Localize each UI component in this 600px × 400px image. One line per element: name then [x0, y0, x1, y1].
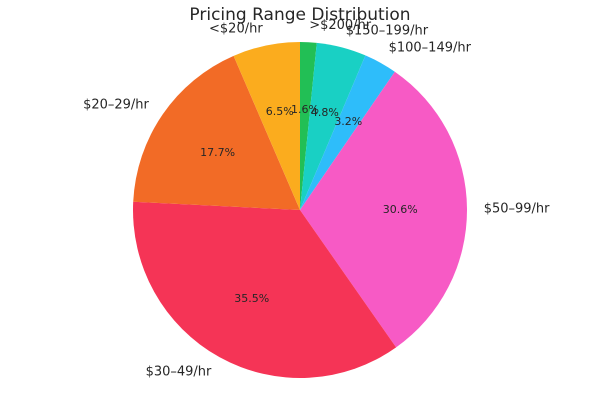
pct-label-over-200-hr: 1.6% [291, 103, 319, 116]
pct-label-50-99-hr: 30.6% [383, 203, 418, 216]
slice-label-under-20-hr: <$20/hr [209, 22, 263, 37]
slice-label-100-149-hr: $100–149/hr [389, 41, 472, 56]
pie-slice-over-200-hr [300, 41, 317, 210]
slice-label-50-99-hr: $50–99/hr [484, 202, 550, 217]
pie-slice-30-49-hr [133, 201, 397, 378]
pct-label-150-199-hr: 4.8% [311, 106, 339, 119]
labels-layer: 1.6% >$200/hr 4.8% $150–199/hr 3.2% $100–149/… [83, 18, 550, 379]
slice-label-30-49-hr: $30–49/hr [146, 364, 212, 379]
chart-title: Pricing Range Distribution [189, 5, 410, 25]
slice-label-over-200-hr: >$200/hr [309, 18, 372, 33]
slice-label-150-199-hr: $150–199/hr [346, 24, 429, 39]
slices-layer [133, 41, 468, 378]
pie-slice-100-149-hr [300, 55, 395, 211]
pct-label-20-29-hr: 17.7% [200, 146, 235, 159]
pct-label-100-149-hr: 3.2% [334, 115, 362, 128]
pie-slice-under-20-hr [233, 41, 300, 210]
pie-slice-20-29-hr [133, 55, 300, 211]
pie-slice-50-99-hr [300, 71, 468, 348]
slice-label-20-29-hr: $20–29/hr [83, 97, 149, 112]
pct-label-30-49-hr: 35.5% [234, 292, 269, 305]
pct-label-under-20-hr: 6.5% [266, 105, 294, 118]
pie-slice-150-199-hr [300, 42, 366, 210]
